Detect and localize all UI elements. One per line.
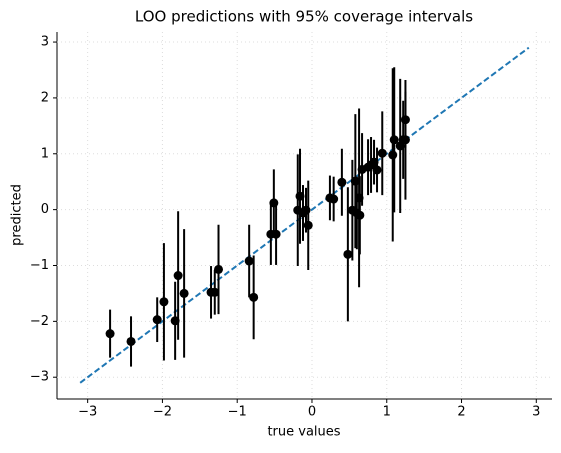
y-tick-label: −3: [30, 370, 49, 385]
data-point: [173, 271, 183, 281]
data-point: [329, 194, 339, 204]
data-point: [389, 135, 399, 145]
data-point: [400, 135, 410, 145]
x-tick-label: 1: [383, 405, 391, 420]
data-point: [303, 220, 313, 230]
data-point: [105, 329, 115, 339]
data-point: [244, 256, 254, 266]
data-point: [369, 157, 379, 167]
data-point: [210, 287, 220, 297]
chart-title: LOO predictions with 95% coverage interv…: [135, 8, 473, 26]
data-point: [152, 315, 162, 325]
data-point: [388, 150, 398, 160]
x-tick-label: −2: [153, 405, 172, 420]
x-tick-label: −1: [228, 405, 247, 420]
data-point: [354, 193, 364, 203]
x-tick-label: −3: [78, 405, 97, 420]
data-point: [271, 229, 281, 239]
y-tick-label: 0: [41, 202, 49, 217]
y-tick-label: 1: [41, 146, 49, 161]
data-point: [269, 198, 279, 208]
x-tick-label: 2: [457, 405, 465, 420]
data-point: [249, 292, 259, 302]
y-tick-label: 3: [41, 35, 49, 50]
data-point: [301, 205, 311, 215]
x-tick-label: 3: [532, 405, 540, 420]
data-point: [400, 115, 410, 125]
data-point: [372, 165, 382, 175]
data-point: [179, 288, 189, 298]
data-point: [343, 249, 353, 259]
data-point: [159, 297, 169, 307]
data-point: [355, 210, 365, 220]
data-point: [337, 177, 347, 187]
y-axis-label: predicted: [10, 184, 25, 246]
y-tick-label: −1: [30, 258, 49, 273]
y-tick-label: 2: [41, 90, 49, 105]
data-point: [295, 191, 305, 201]
data-point: [126, 336, 136, 346]
data-point: [377, 148, 387, 158]
data-point: [214, 264, 224, 274]
x-tick-label: 0: [308, 405, 316, 420]
y-tick-label: −2: [30, 314, 49, 329]
data-point: [170, 316, 180, 326]
x-axis-label: true values: [267, 425, 340, 440]
data-point: [350, 176, 360, 186]
